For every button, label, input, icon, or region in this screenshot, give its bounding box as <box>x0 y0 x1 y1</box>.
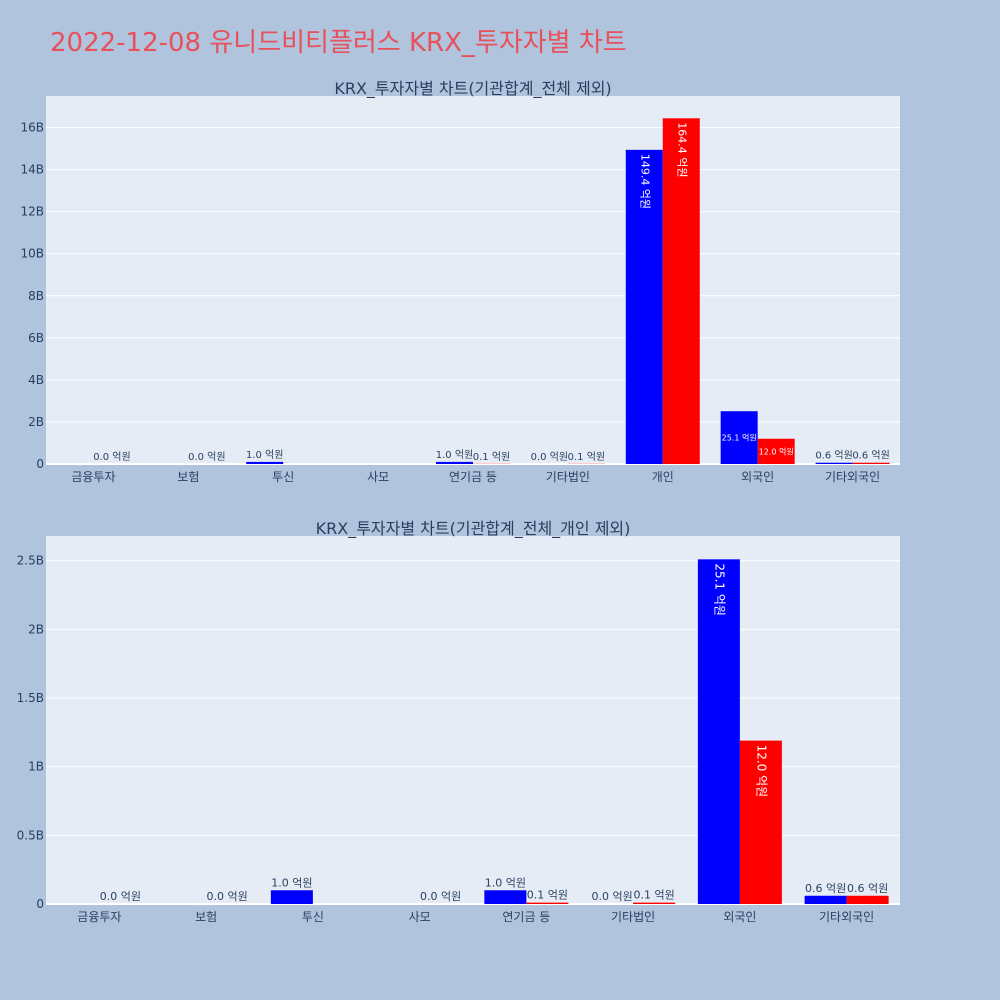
chart-title: KRX_투자자별 차트(기관합계_전체 제외) <box>334 79 611 99</box>
x-tick-label: 금융투자 <box>71 470 115 484</box>
x-tick-label: 기타외국인 <box>819 910 874 924</box>
bar <box>739 740 782 904</box>
bar <box>436 461 473 464</box>
y-tick-label: 10B <box>20 247 44 261</box>
chart-2: KRX_투자자별 차트(기관합계_전체_개인 제외) 0 0.5B 1B 1.5B 2B 2… <box>17 519 900 924</box>
y-tick-label: 1.5B <box>17 691 44 705</box>
page-title: 2022-12-08 유니드비티플러스 KRX_투자자별 차트 <box>50 28 627 58</box>
x-tick-label: 보험 <box>177 470 199 484</box>
bar <box>846 895 889 904</box>
x-tick-label: 연기금 등 <box>502 910 550 924</box>
data-label: 12.0 억원 <box>754 745 768 798</box>
data-label: 0.0 억원 <box>207 890 248 903</box>
x-tick-label: 외국인 <box>741 470 774 484</box>
bar <box>720 411 758 464</box>
bar <box>633 902 676 904</box>
bar <box>697 559 740 904</box>
y-tick-label: 6B <box>28 331 44 345</box>
y-tick-label: 1B <box>28 760 44 774</box>
x-tick-label: 투신 <box>302 910 324 924</box>
y-tick-label: 2B <box>28 622 44 636</box>
data-label: 0.0 억원 <box>188 451 225 463</box>
data-label: 0.6 억원 <box>847 882 888 895</box>
data-label: 0.0 억원 <box>592 890 633 903</box>
x-tick-label: 기타외국인 <box>825 470 880 484</box>
bar <box>526 902 569 904</box>
data-label: 0.1 억원 <box>568 451 605 463</box>
data-label: 0.0 억원 <box>531 451 568 463</box>
y-tick-label: 2B <box>28 415 44 429</box>
chart-1: KRX_투자자별 차트(기관합계_전체 제외) 0 2B 4B 6B 8B 10B 12B 14… <box>20 79 900 484</box>
y-tick-label: 4B <box>28 373 44 387</box>
data-label: 0.6 억원 <box>852 450 889 462</box>
bar <box>270 890 313 904</box>
x-tick-label: 기타법인 <box>546 470 590 484</box>
bar <box>662 118 700 464</box>
data-label: 0.6 억원 <box>815 450 852 462</box>
data-label: 0.1 억원 <box>634 889 675 902</box>
x-tick-label: 사모 <box>367 470 389 484</box>
bar <box>625 149 663 465</box>
x-tick-label: 투신 <box>272 470 294 484</box>
x-tick-label: 개인 <box>652 470 674 484</box>
data-label: 0.6 억원 <box>805 882 846 895</box>
data-label: 25.1 억원 <box>722 433 757 443</box>
x-tick-label: 연기금 등 <box>449 470 497 484</box>
data-label: 164.4 억원 <box>675 122 688 177</box>
y-tick-label: 0 <box>36 897 44 911</box>
data-label: 0.1 억원 <box>473 451 510 463</box>
bar <box>246 461 284 464</box>
bar <box>484 890 527 904</box>
y-tick-label: 16B <box>20 121 44 135</box>
y-tick-label: 2.5B <box>17 554 44 568</box>
x-tick-label: 보험 <box>195 910 217 924</box>
y-tick-label: 0.5B <box>17 828 44 842</box>
data-label: 25.1 억원 <box>712 563 726 616</box>
x-tick-label: 기타법인 <box>611 910 655 924</box>
y-tick-label: 8B <box>28 289 44 303</box>
data-label: 1.0 억원 <box>271 876 312 889</box>
data-label: 1.0 억원 <box>485 876 526 889</box>
data-label: 1.0 억원 <box>246 449 283 461</box>
chart-title: KRX_투자자별 차트(기관합계_전체_개인 제외) <box>316 519 631 539</box>
data-label: 0.0 억원 <box>420 890 461 903</box>
bar <box>804 895 847 904</box>
data-label: 149.4 억원 <box>638 154 651 209</box>
data-label: 12.0 억원 <box>759 446 794 456</box>
y-tick-label: 14B <box>20 163 44 177</box>
x-tick-label: 금융투자 <box>77 910 121 924</box>
x-tick-label: 사모 <box>409 910 431 924</box>
plot-area <box>46 96 900 464</box>
y-tick-label: 12B <box>20 205 44 219</box>
x-tick-label: 외국인 <box>723 910 756 924</box>
data-label: 1.0 억원 <box>436 449 473 461</box>
bar <box>757 438 795 464</box>
bar <box>852 462 890 464</box>
data-label: 0.0 억원 <box>100 890 141 903</box>
data-label: 0.1 억원 <box>527 889 568 902</box>
bar <box>815 462 853 464</box>
y-tick-label: 0 <box>36 457 44 471</box>
data-label: 0.0 억원 <box>93 451 130 463</box>
